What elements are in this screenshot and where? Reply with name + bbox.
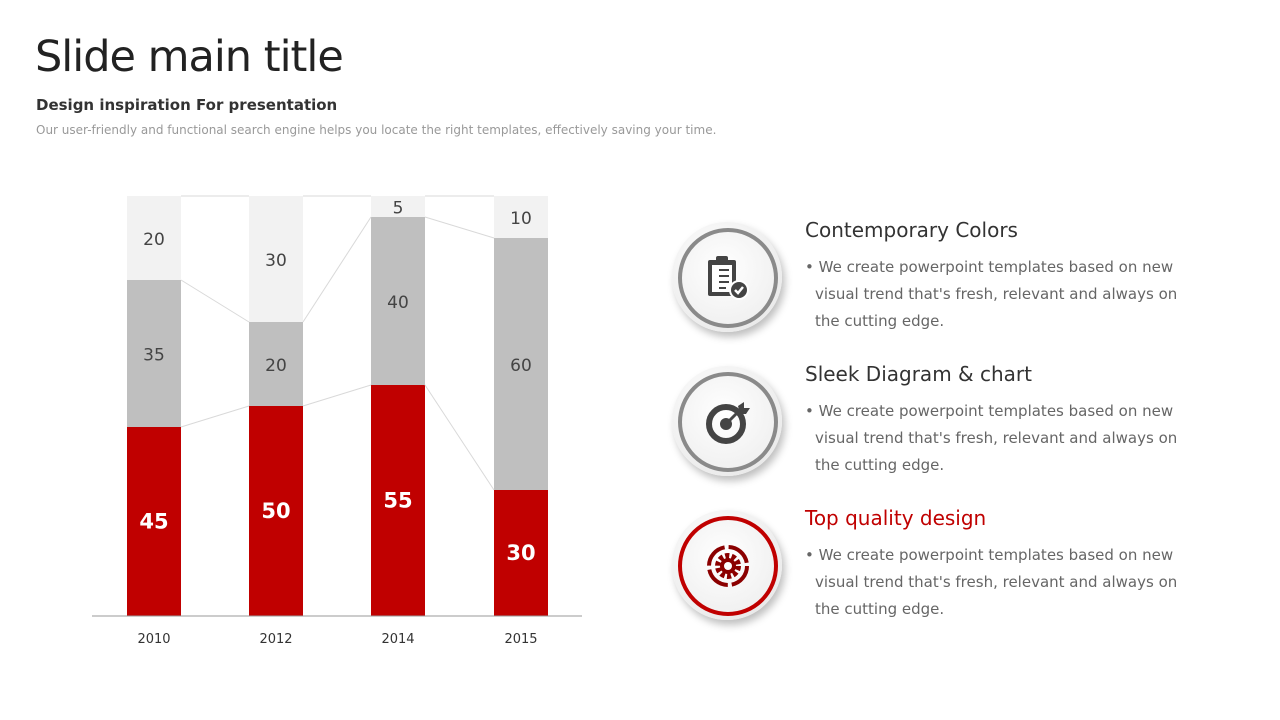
series-connector (302, 216, 372, 323)
data-label: 45 (139, 510, 168, 534)
slide-subtitle: Design inspiration For presentation (36, 96, 338, 114)
x-tick-label: 2015 (504, 632, 537, 647)
data-label: 40 (387, 293, 409, 313)
bar-segment (249, 196, 303, 322)
bar-segment (371, 196, 425, 217)
feature-body: • We create powerpoint templates based o… (805, 546, 1178, 618)
feature-title: Contemporary Colors (805, 218, 1018, 242)
data-label: 30 (506, 541, 535, 565)
series-connector (424, 384, 495, 491)
data-label: 35 (143, 346, 165, 366)
data-label: 20 (265, 356, 287, 376)
bar-segment (127, 280, 181, 427)
series-connector (180, 405, 250, 428)
series-connector (302, 384, 372, 407)
feature-1: Contemporary Colors • We create powerpoi… (672, 218, 1232, 342)
x-tick-label: 2014 (381, 632, 414, 647)
bar-segment (371, 217, 425, 385)
bar-segment (494, 196, 548, 238)
data-label: 20 (143, 230, 165, 250)
feature-title: Sleek Diagram & chart (805, 362, 1032, 386)
bar-segment (249, 406, 303, 616)
data-label: 5 (393, 199, 404, 219)
bar-segment (494, 490, 548, 616)
data-label: 10 (510, 209, 532, 229)
data-label: 30 (265, 251, 287, 271)
bar-segment (249, 322, 303, 406)
feature-body: • We create powerpoint templates based o… (805, 258, 1178, 330)
slide-description: Our user-friendly and functional search … (36, 123, 717, 137)
x-tick-label: 2010 (137, 632, 170, 647)
feature-body: • We create powerpoint templates based o… (805, 402, 1178, 474)
feature-title: Top quality design (805, 506, 987, 530)
bar-segment (494, 238, 548, 490)
bar-segment (127, 196, 181, 280)
target-icon (706, 402, 750, 444)
x-tick-label: 2012 (259, 632, 292, 647)
gear-icon (707, 545, 749, 587)
data-label: 60 (510, 356, 532, 376)
feature-3: Top quality design • We create powerpoin… (672, 506, 1232, 630)
clipboard-check-icon (708, 256, 749, 300)
bar-segment (371, 385, 425, 616)
data-label: 50 (261, 499, 290, 523)
data-label: 55 (383, 489, 412, 513)
feature-2: Sleek Diagram & chart • We create powerp… (672, 362, 1232, 486)
series-connector (424, 216, 495, 239)
series-connector (180, 279, 250, 323)
slide-title: Slide main title (35, 32, 344, 82)
stacked-bar-chart: 45 35 20 2010 50 20 30 2012 55 40 5 2014 30 60 10 2015 (92, 195, 582, 647)
bar-segment (127, 427, 181, 616)
